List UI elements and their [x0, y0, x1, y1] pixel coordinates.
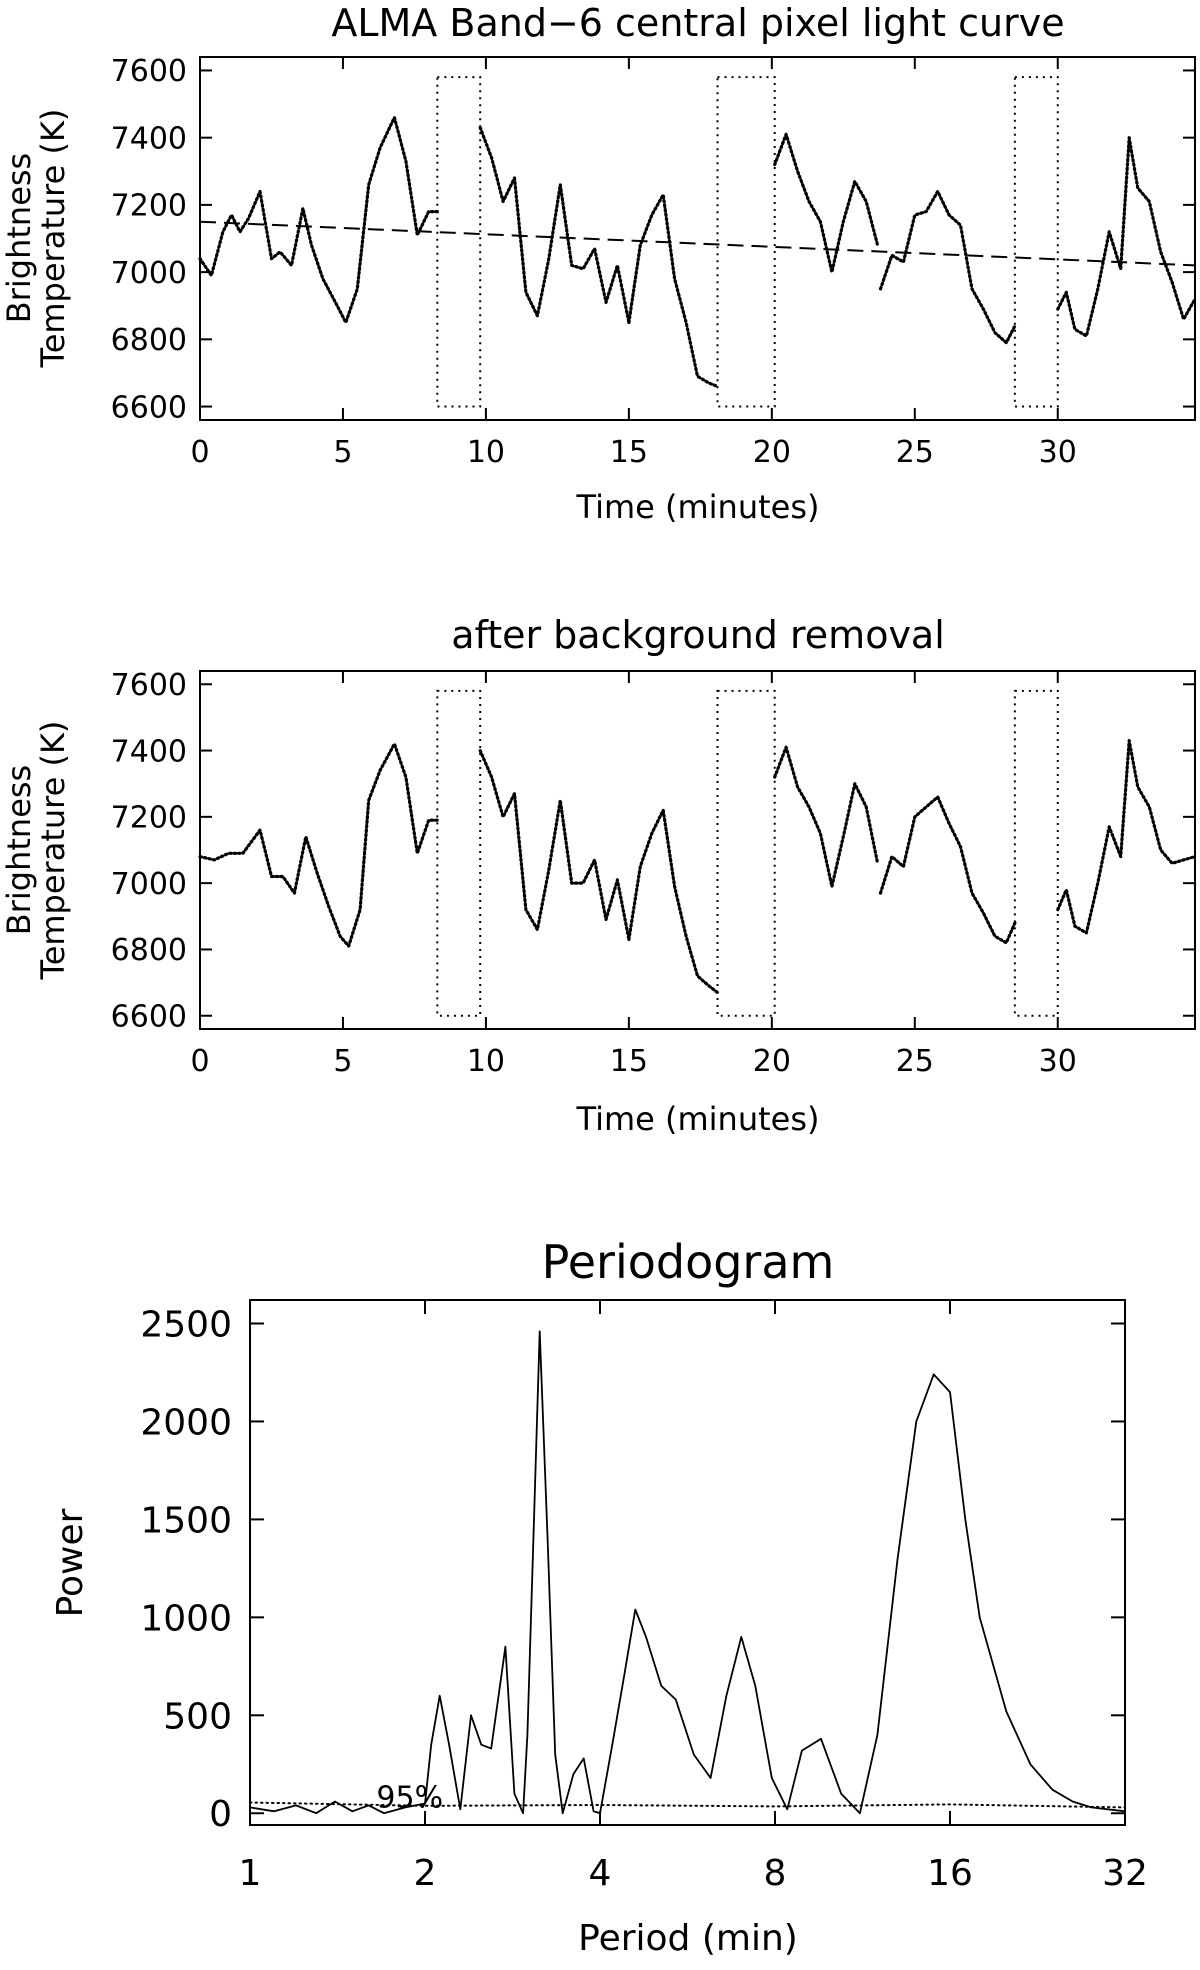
- detrended-ytick-label: 7200: [111, 801, 187, 836]
- detrended-ytick-label: 7400: [111, 734, 187, 769]
- detrended-detrended-curve-line: [478, 748, 631, 942]
- detrended-ylabel-line1: Brightness: [0, 765, 38, 935]
- detrended-detrended-curve-line: [1056, 738, 1197, 935]
- light-curve-xtick-label: 10: [467, 435, 505, 470]
- periodogram-xtick-label: 32: [1102, 1853, 1148, 1894]
- detrended-ytick-label: 7600: [111, 668, 187, 703]
- detrended-ytick-label: 6600: [111, 1000, 187, 1035]
- light-curve-gap-boxes: [436, 76, 1059, 408]
- periodogram-xlabel: Period (min): [578, 1918, 798, 1959]
- detrended-gap-box: [436, 689, 482, 1017]
- detrended-ticks: 0 5 10 15 20 25 30 6600 6800 7000 7200 7400 7600: [111, 668, 1195, 1079]
- detrended-detrended-curve-line: [198, 742, 439, 948]
- light-curve-ytick-label: 7000: [111, 256, 187, 291]
- periodogram-ytick-label: 1500: [140, 1500, 232, 1541]
- light-curve-gap-box: [436, 76, 482, 408]
- light-curve-light-curve-line: [878, 189, 1017, 345]
- detrended-xtick-label: 30: [1039, 1044, 1077, 1079]
- detrended-detrended-curve-line: [627, 808, 720, 995]
- detrended-detrended-curve-line: [878, 795, 1017, 945]
- panel-light-curve: ALMA Band−6 central pixel light curve Br…: [0, 1, 1197, 526]
- light-curve-light-curve-line: [198, 115, 439, 325]
- light-curve-ylabel-line2: Temperature (K): [34, 109, 72, 369]
- periodogram-ytick-label: 2000: [140, 1402, 232, 1443]
- detrended-title: after background removal: [451, 613, 945, 657]
- detrended-xtick-label: 15: [610, 1044, 648, 1079]
- periodogram-ytick-label: 2500: [140, 1304, 232, 1345]
- detrended-gap-boxes: [436, 689, 1059, 1017]
- detrended-frame: [199, 670, 1196, 1030]
- periodogram-xtick-label: 4: [589, 1853, 612, 1894]
- detrended-ylabel-line2: Temperature (K): [34, 721, 72, 981]
- significance-annotation: 95%: [376, 1780, 443, 1815]
- light-curve-ytick-label: 7400: [111, 121, 187, 156]
- detrended-gap-box: [1013, 689, 1059, 1017]
- detrended-ytick-label: 6800: [111, 933, 187, 968]
- detrended-detrended-curve-line: [773, 745, 880, 889]
- light-curve-xtick-label: 0: [190, 435, 209, 470]
- light-curve-xtick-label: 30: [1039, 435, 1077, 470]
- periodogram-title: Periodogram: [542, 1235, 835, 1289]
- light-curve-light-curve-line: [478, 125, 631, 325]
- detrended-ytick-label: 7000: [111, 867, 187, 902]
- periodogram-xtick-label: 1: [239, 1853, 262, 1894]
- periodogram-ytick-label: 1000: [140, 1598, 232, 1639]
- light-curve-xtick-label: 15: [610, 435, 648, 470]
- light-curve-xtick-label: 20: [753, 435, 791, 470]
- light-curve-xlabel: Time (minutes): [576, 488, 820, 526]
- detrended-series: [198, 738, 1197, 995]
- light-curve-ytick-label: 6600: [111, 390, 187, 425]
- periodogram-xtick-label: 2: [414, 1853, 437, 1894]
- periodogram-ytick-label: 500: [163, 1696, 232, 1737]
- light-curve-gap-box: [716, 76, 776, 408]
- detrended-gap-box: [716, 689, 776, 1017]
- detrended-xtick-label: 0: [190, 1044, 209, 1079]
- light-curve-ytick-label: 7600: [111, 54, 187, 89]
- light-curve-background-trend-line: [199, 220, 1196, 267]
- light-curve-xtick-label: 25: [896, 435, 934, 470]
- periodogram-frame: [249, 1299, 1126, 1826]
- periodogram-series: [249, 1330, 1126, 1815]
- detrended-xlabel: Time (minutes): [576, 1100, 820, 1138]
- light-curve-light-curve-line: [1056, 136, 1197, 338]
- periodogram-xtick-label: 16: [927, 1853, 973, 1894]
- light-curve-ytick-label: 6800: [111, 323, 187, 358]
- periodogram-ytick-label: 0: [209, 1794, 232, 1835]
- light-curve-xtick-label: 5: [333, 435, 352, 470]
- periodogram-ticks: 1 2 4 8 16 32 0 500 1000 1500 2000 2500: [140, 1300, 1148, 1894]
- light-curve-light-curve-line: [627, 193, 720, 388]
- light-curve-ylabel-line1: Brightness: [0, 153, 38, 323]
- light-curve-title: ALMA Band−6 central pixel light curve: [331, 1, 1064, 45]
- detrended-xtick-label: 20: [753, 1044, 791, 1079]
- periodogram-power-line: [249, 1330, 1126, 1815]
- light-curve-ytick-label: 7200: [111, 189, 187, 224]
- light-curve-gap-box: [1013, 76, 1059, 408]
- periodogram-ylabel: Power: [50, 1508, 91, 1617]
- panel-periodogram: Periodogram Power Period (min) 1 2 4 8 16 32 0…: [50, 1235, 1148, 1959]
- light-curve-ticks: 0 5 10 15 20 25 30 6600 6800 7000 7200 7400 7600: [111, 54, 1195, 470]
- light-curve-frame: [199, 56, 1196, 421]
- detrended-xtick-label: 5: [333, 1044, 352, 1079]
- panel-detrended: after background removal Brightness Temp…: [0, 613, 1197, 1138]
- periodogram-xtick-label: 8: [764, 1853, 787, 1894]
- light-curve-series: [198, 115, 1197, 388]
- detrended-xtick-label: 25: [896, 1044, 934, 1079]
- detrended-xtick-label: 10: [467, 1044, 505, 1079]
- light-curve-light-curve-line: [773, 132, 880, 274]
